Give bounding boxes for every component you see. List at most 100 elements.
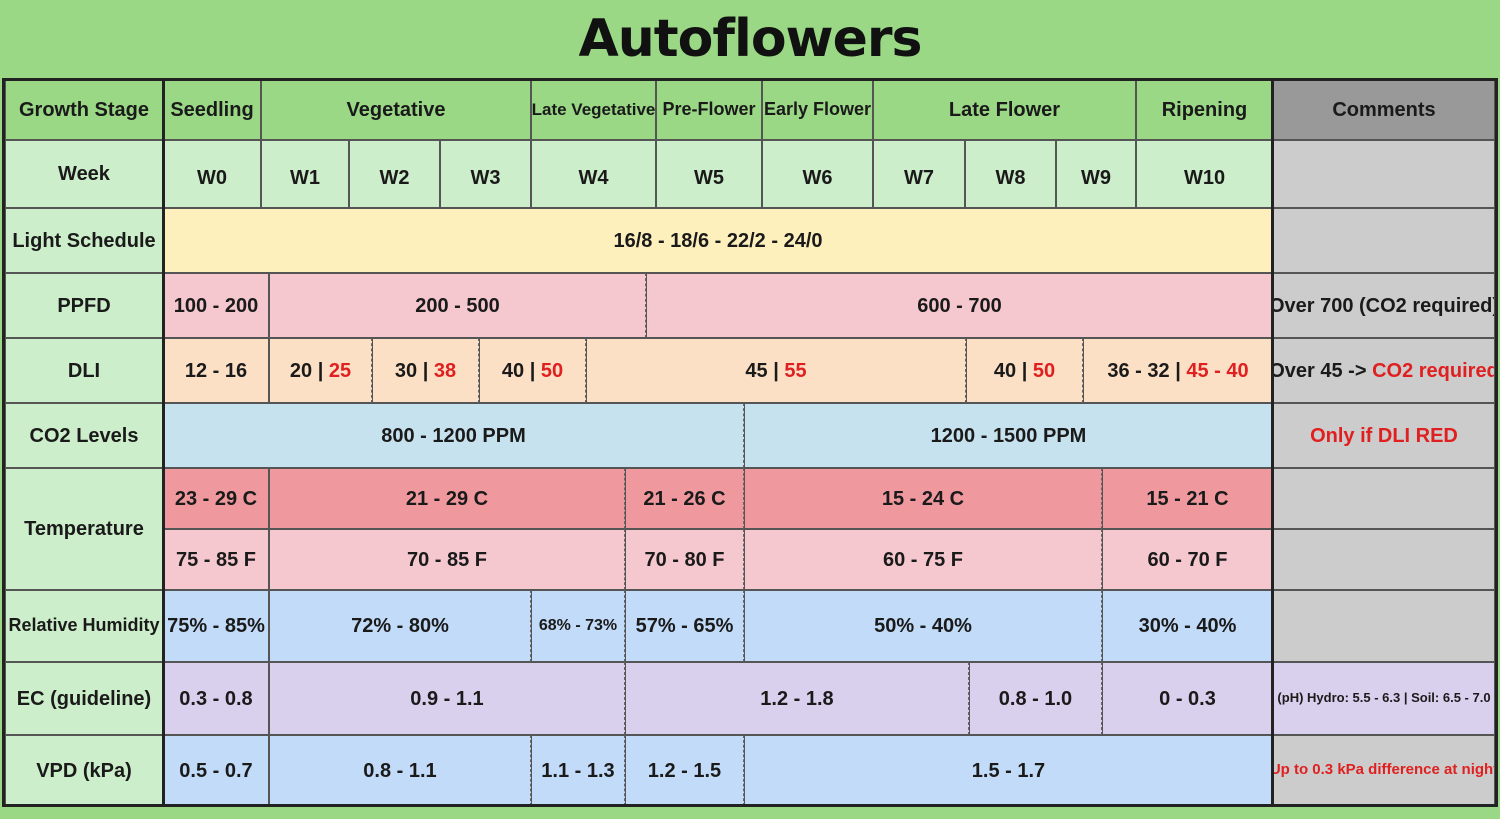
ec-seedling: 0.3 - 0.8: [163, 662, 269, 735]
week-w10: W10: [1136, 140, 1273, 208]
row-label-week: Week: [5, 140, 163, 208]
temp-f-vegetative: 70 - 85 F: [269, 529, 625, 590]
week-w3: W3: [440, 140, 531, 208]
dli-separator: |: [317, 359, 324, 382]
dli-separator: |: [1175, 359, 1181, 382]
temp-c-seedling: 23 - 29 C: [163, 468, 269, 529]
light-schedule-value: 16/8 - 18/6 - 22/2 - 24/0: [163, 208, 1273, 273]
temp-c-preflower: 21 - 26 C: [625, 468, 744, 529]
row-label-humidity: Relative Humidity: [5, 590, 163, 662]
comment-co2: Only if DLI RED: [1273, 403, 1495, 468]
dli-w3: 40 | 50: [479, 338, 586, 403]
dli-ripening-value: 36 - 32: [1107, 359, 1170, 382]
row-label-temperature: Temperature: [5, 468, 163, 590]
comment-dli-text: Over 45 ->: [1273, 359, 1367, 382]
ec-vegetative: 0.9 - 1.1: [269, 662, 625, 735]
comment-ec: (pH) Hydro: 5.5 - 6.3 | Soil: 6.5 - 7.0: [1273, 662, 1495, 735]
temp-f-preflower: 70 - 80 F: [625, 529, 744, 590]
temp-f-seedling: 75 - 85 F: [163, 529, 269, 590]
page-title: Autoflowers: [578, 9, 923, 69]
humidity-flower: 50% - 40%: [744, 590, 1102, 662]
week-w8: W8: [965, 140, 1056, 208]
humidity-late-vegetative: 68% - 73%: [531, 590, 625, 662]
vpd-late-vegetative: 1.1 - 1.3: [531, 735, 625, 806]
ec-ripening: 0 - 0.3: [1102, 662, 1273, 735]
week-w0: W0: [163, 140, 261, 208]
comment-dli-red: CO2 required: [1372, 359, 1495, 382]
week-w5: W5: [656, 140, 762, 208]
dli-separator: |: [1021, 359, 1028, 382]
dli-late: 40 | 50: [966, 338, 1083, 403]
header-seedling: Seedling: [163, 80, 261, 140]
dli-ripening: 36 - 32 | 45 - 40: [1083, 338, 1273, 403]
vpd-seedling: 0.5 - 0.7: [163, 735, 269, 806]
humidity-preflower: 57% - 65%: [625, 590, 744, 662]
temp-f-flower: 60 - 75 F: [744, 529, 1102, 590]
dli-w2-value: 30: [394, 359, 418, 382]
dli-ripening-co2-value: 45 - 40: [1186, 359, 1249, 382]
dli-separator: |: [773, 359, 779, 382]
dli-seedling: 12 - 16: [163, 338, 269, 403]
header-early-flower: Early Flower: [762, 80, 873, 140]
dli-w3-value: 40: [501, 359, 525, 382]
week-w7: W7: [873, 140, 965, 208]
row-label-ec: EC (guideline): [5, 662, 163, 735]
header-ripening: Ripening: [1136, 80, 1273, 140]
header-growth-stage: Growth Stage: [5, 80, 163, 140]
comment-light-schedule: [1273, 208, 1495, 273]
vpd-flower: 1.5 - 1.7: [744, 735, 1273, 806]
temp-f-ripening: 60 - 70 F: [1102, 529, 1273, 590]
ec-flower: 1.2 - 1.8: [625, 662, 969, 735]
header-late-vegetative: Late Vegetative: [531, 80, 656, 140]
ppfd-flower: 600 - 700: [646, 273, 1273, 338]
humidity-ripening: 30% - 40%: [1102, 590, 1273, 662]
comment-temp-f: [1273, 529, 1495, 590]
humidity-seedling: 75% - 85%: [163, 590, 269, 662]
comment-humidity: [1273, 590, 1495, 662]
comment-vpd: Up to 0.3 kPa difference at night: [1273, 735, 1495, 806]
dli-w2: 30 | 38: [372, 338, 479, 403]
vpd-preflower: 1.2 - 1.5: [625, 735, 744, 806]
row-label-light-schedule: Light Schedule: [5, 208, 163, 273]
comment-ppfd: Over 700 (CO2 required): [1273, 273, 1495, 338]
dli-mid-value: 45: [745, 359, 768, 382]
row-label-co2: CO2 Levels: [5, 403, 163, 468]
week-w9: W9: [1056, 140, 1136, 208]
week-w2: W2: [349, 140, 440, 208]
dli-w1: 20 | 25: [269, 338, 372, 403]
ppfd-seedling: 100 - 200: [163, 273, 269, 338]
vpd-vegetative: 0.8 - 1.1: [269, 735, 531, 806]
header-late-flower: Late Flower: [873, 80, 1136, 140]
dli-mid: 45 | 55: [586, 338, 966, 403]
dli-separator: |: [529, 359, 536, 382]
dli-late-co2-value: 50: [1032, 359, 1056, 382]
dli-w2-co2-value: 38: [433, 359, 457, 382]
co2-late: 1200 - 1500 PPM: [744, 403, 1273, 468]
week-w4: W4: [531, 140, 656, 208]
header-comments: Comments: [1273, 80, 1495, 140]
ppfd-vegetative: 200 - 500: [269, 273, 646, 338]
header-pre-flower: Pre-Flower: [656, 80, 762, 140]
dli-late-value: 40: [993, 359, 1017, 382]
row-label-dli: DLI: [5, 338, 163, 403]
co2-early: 800 - 1200 PPM: [163, 403, 744, 468]
row-label-ppfd: PPFD: [5, 273, 163, 338]
comment-temp-c: [1273, 468, 1495, 529]
header-vegetative: Vegetative: [261, 80, 531, 140]
dli-w3-co2-value: 50: [540, 359, 564, 382]
dli-mid-co2-value: 55: [784, 359, 807, 382]
week-w1: W1: [261, 140, 349, 208]
temp-c-vegetative: 21 - 29 C: [269, 468, 625, 529]
dli-w1-value: 20: [289, 359, 313, 382]
humidity-vegetative: 72% - 80%: [269, 590, 531, 662]
dli-separator: |: [422, 359, 429, 382]
comment-dli: Over 45 -> CO2 required: [1273, 338, 1495, 403]
week-w6: W6: [762, 140, 873, 208]
temp-c-flower: 15 - 24 C: [744, 468, 1102, 529]
dli-w1-co2-value: 25: [328, 359, 352, 382]
ec-late-flower: 0.8 - 1.0: [969, 662, 1102, 735]
row-label-vpd: VPD (kPa): [5, 735, 163, 806]
temp-c-ripening: 15 - 21 C: [1102, 468, 1273, 529]
comment-week: [1273, 140, 1495, 208]
